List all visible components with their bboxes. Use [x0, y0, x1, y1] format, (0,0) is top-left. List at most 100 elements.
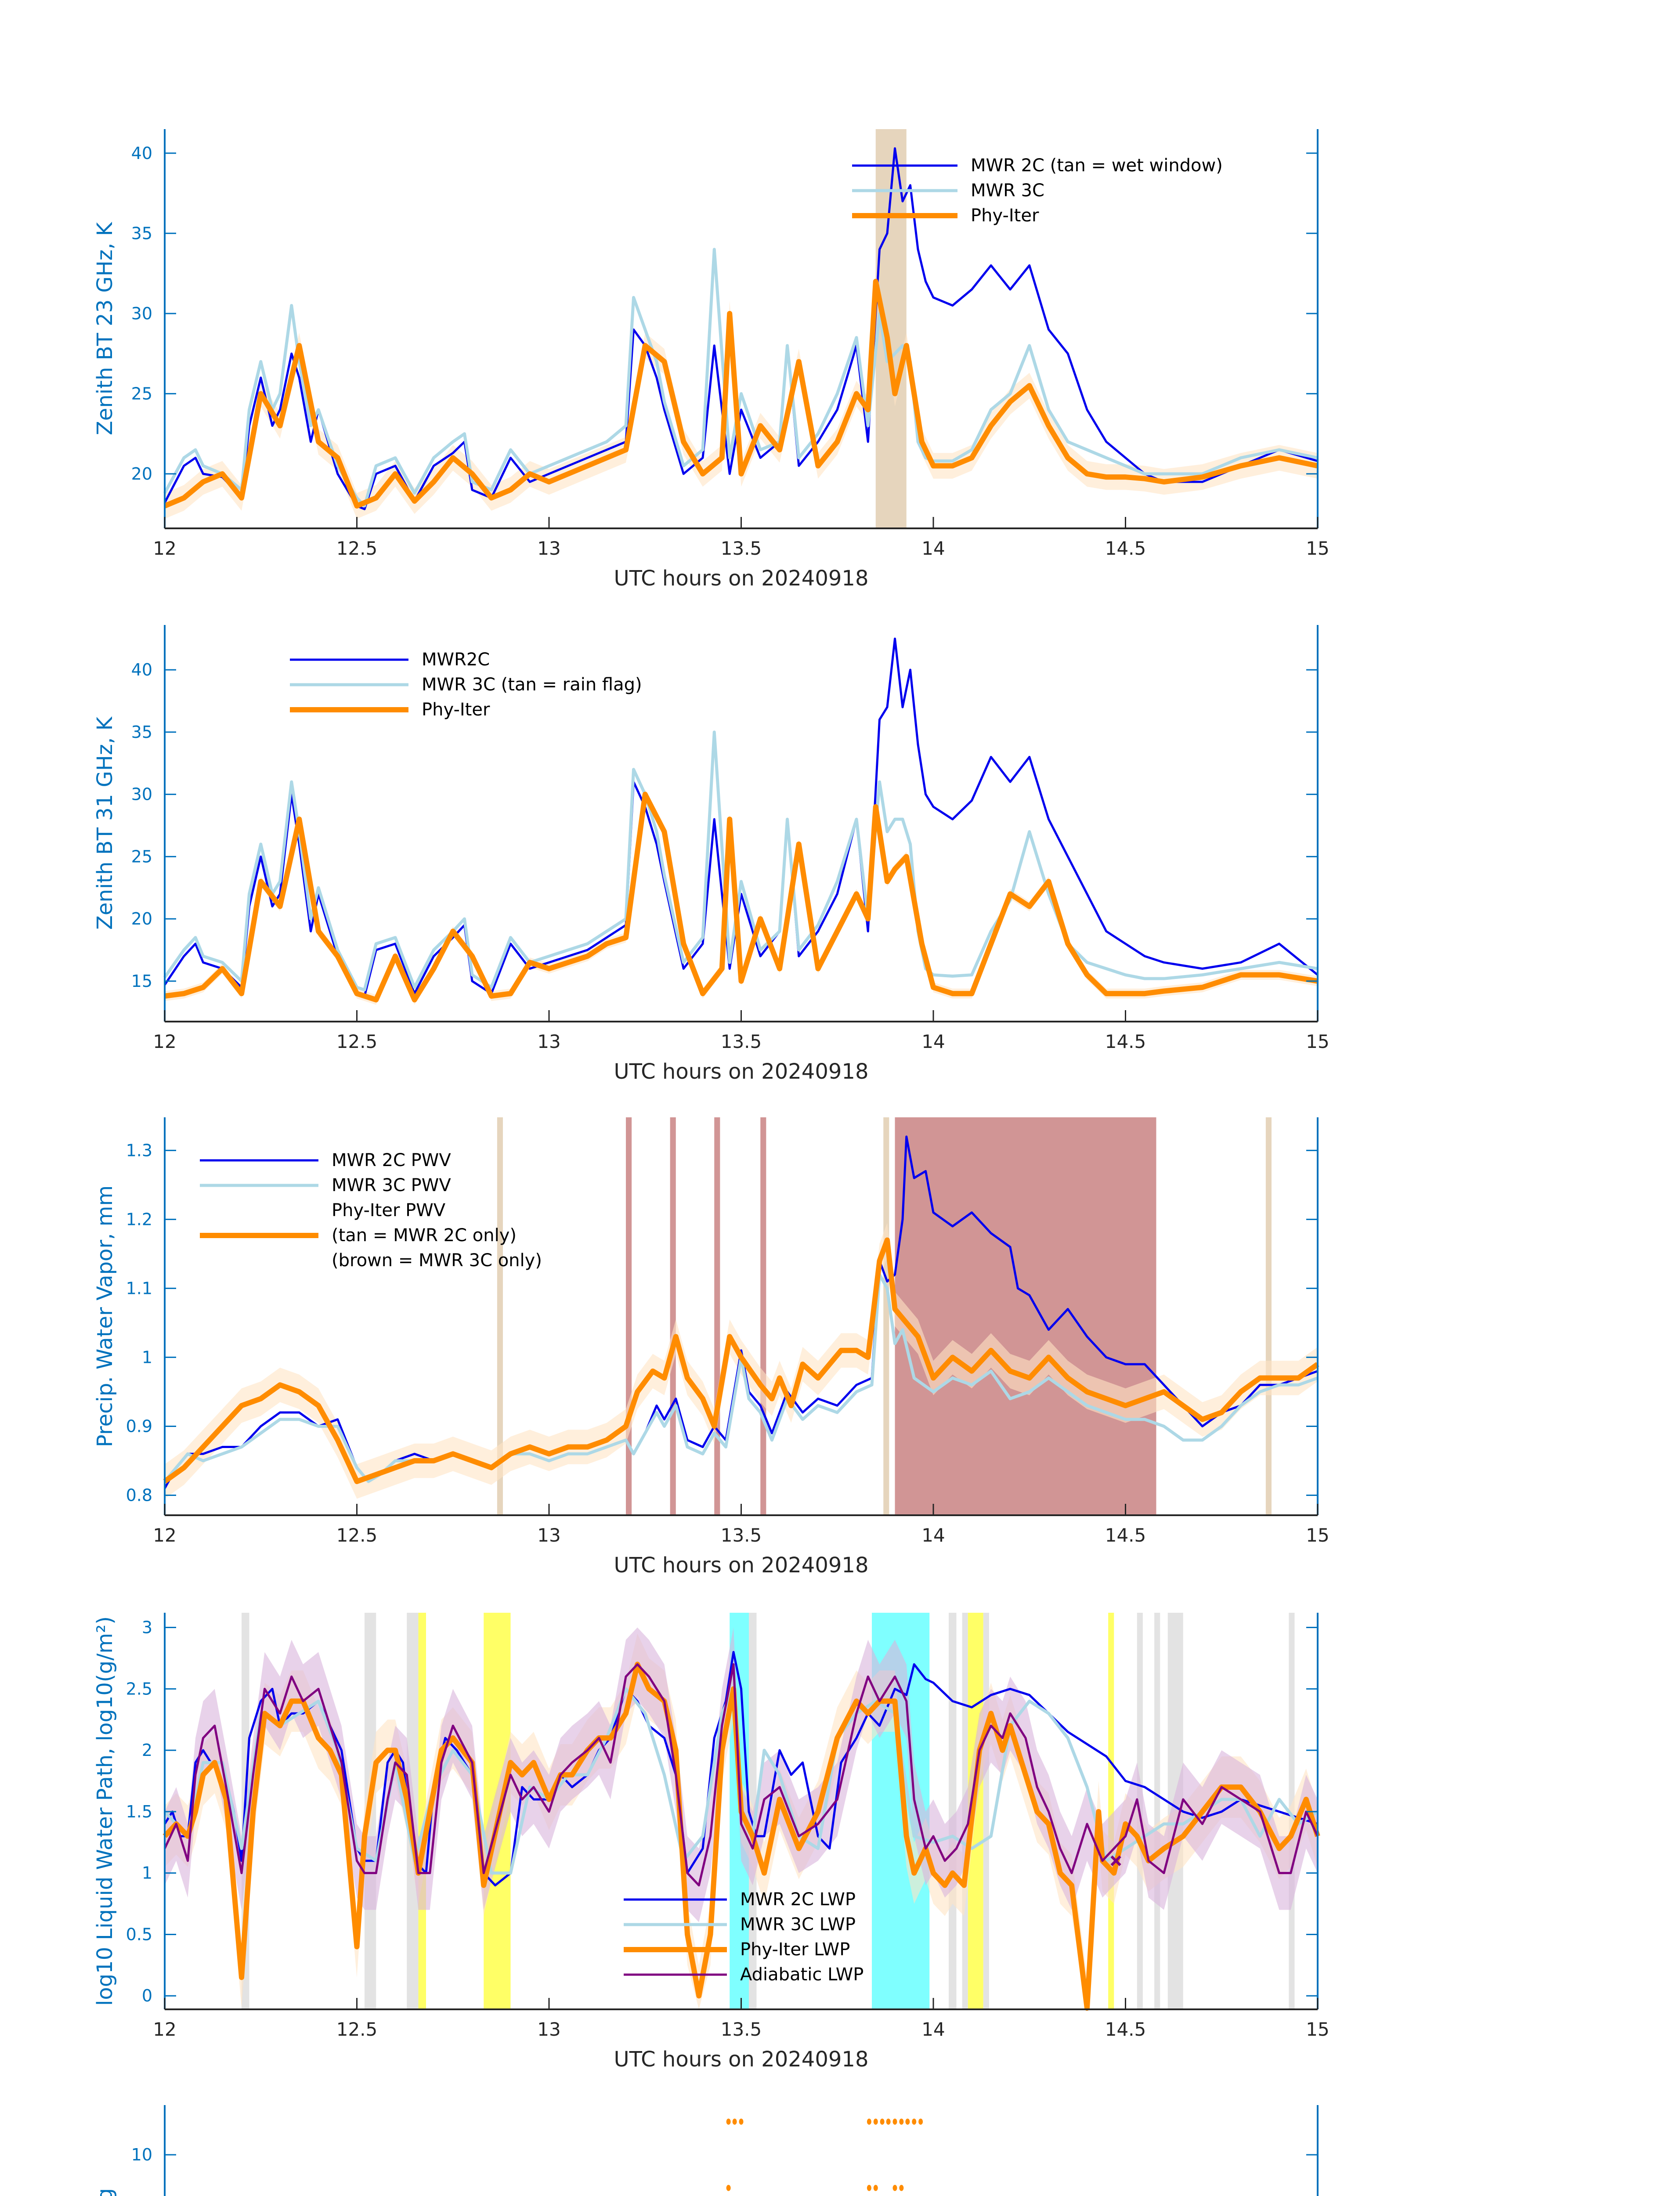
x-tick-label: 13.5	[721, 538, 762, 559]
marker-x	[1110, 1855, 1121, 1866]
x-tick-label: 13.5	[721, 1031, 762, 1052]
y-tick-label: 3	[142, 1618, 152, 1637]
shaded-window-yellow	[418, 1613, 426, 2009]
uncertainty-band-adiabatic	[165, 1627, 1318, 1922]
shaded-window-tan	[883, 1117, 889, 1515]
series-line-phy	[164, 791, 1318, 1003]
data-point-flag-11	[892, 2118, 897, 2125]
data-point-flag-11	[886, 2118, 891, 2125]
panel-bt23: 20 25 30 35 40 12 12.5 13 13.5 14 14.5 15 UTC hours …	[93, 129, 1330, 591]
panel-pwv: 0.8 0.9 1 1.1 1.2 1.3 12 12.5 13 13.5 14 14.5 15 UTC …	[93, 1117, 1330, 1578]
legend-label: MWR 2C PWV	[332, 1150, 451, 1170]
legend-label: Phy-Iter	[422, 700, 490, 720]
shaded-window-brown	[760, 1117, 766, 1515]
series-line-phy	[163, 278, 1319, 509]
y-tick-label: 10	[131, 2145, 152, 2164]
shaded-window-tan	[497, 1117, 503, 1515]
uncertainty-band-phy	[165, 789, 1318, 1005]
data-point-flag-9	[726, 2185, 731, 2191]
x-tick-label: 15	[1306, 1031, 1329, 1052]
y-tick-label: 40	[131, 144, 152, 163]
data-point-flag-11	[726, 2118, 731, 2125]
legend-label: (tan = MWR 2C only)	[332, 1225, 517, 1246]
series-line-adiabatic	[163, 1663, 1319, 1887]
shaded-window-yellow	[1108, 1613, 1114, 2009]
x-axis-title: UTC hours on 20240918	[614, 1553, 869, 1578]
data-point-flag-9	[892, 2185, 897, 2191]
shaded-window-grey	[949, 1613, 957, 2009]
y-axis-title: Zenith BT 31 GHz, K	[93, 716, 117, 930]
x-tick-label: 14	[921, 2019, 945, 2040]
series-line-phy	[163, 1661, 1320, 2011]
y-tick-label: 1.1	[126, 1279, 152, 1298]
legend-label: MWR 3C LWP	[740, 1914, 856, 1935]
legend-label: Phy-Iter	[971, 206, 1039, 226]
panel-bt31: 15 20 25 30 35 40 12 12.5 13 13.5 14 14.5 15 UTC hour…	[93, 625, 1330, 1084]
legend: MWR 2C PWV MWR 3C PWV Phy-Iter PWV (tan = M…	[200, 1150, 542, 1271]
y-axis-title: MWR Phy Iter DQ Flag	[93, 2188, 117, 2196]
data-point-flag-11	[732, 2118, 737, 2125]
y-tick-label: 1	[142, 1347, 152, 1367]
y-tick-label: 0	[142, 1986, 152, 2005]
legend: MWR 2C LWP MWR 3C LWP Phy-Iter LWP Adiabati…	[624, 1889, 863, 1985]
legend-label: MWR 2C (tan = wet window)	[971, 155, 1223, 176]
shaded-window-brown	[714, 1117, 720, 1515]
data-point-flag-11	[912, 2118, 917, 2125]
data-point-flag-11	[918, 2118, 923, 2125]
y-tick-label: 1.3	[126, 1141, 152, 1160]
x-tick-label: 14.5	[1105, 1524, 1146, 1546]
x-tick-label: 14.5	[1105, 2019, 1146, 2040]
x-tick-label: 14.5	[1105, 538, 1146, 559]
legend-label: MWR 3C	[971, 181, 1044, 201]
series-line-phy	[163, 1237, 1319, 1484]
x-tick-label: 12.5	[336, 538, 378, 559]
y-tick-label: 40	[131, 660, 152, 679]
legend-label: MWR 2C LWP	[740, 1889, 856, 1910]
x-tick-label: 15	[1306, 538, 1329, 559]
shaded-window-brown	[895, 1117, 1156, 1515]
y-tick-label: 1	[142, 1864, 152, 1883]
x-tick-label: 12	[153, 1031, 176, 1052]
y-tick-label: 25	[131, 384, 152, 403]
x-axis-title: UTC hours on 20240918	[614, 1059, 869, 1084]
legend-label: Phy-Iter LWP	[740, 1940, 850, 1960]
x-axis-title: UTC hours on 20240918	[614, 566, 869, 591]
x-tick-label: 13	[537, 2019, 560, 2040]
x-tick-label: 13	[537, 1524, 560, 1546]
data-point-flag-9	[867, 2185, 871, 2191]
shaded-window-brown	[626, 1117, 632, 1515]
x-tick-label: 13.5	[721, 1524, 762, 1546]
y-tick-label: 25	[131, 847, 152, 866]
y-tick-label: 30	[131, 304, 152, 323]
y-axis-title: log10 Liquid Water Path, log10(g/m²)	[93, 1616, 117, 2006]
legend: MWR2C MWR 3C (tan = rain flag) Phy-Iter	[290, 650, 642, 720]
x-tick-label: 15	[1306, 2019, 1329, 2040]
series-line-mwr3c	[163, 248, 1318, 508]
legend-label: Phy-Iter PWV	[332, 1200, 446, 1221]
x-tick-label: 15	[1306, 1524, 1329, 1546]
y-tick-label: 2.5	[126, 1679, 152, 1698]
x-tick-label: 13	[537, 538, 560, 559]
y-axis-title: Zenith BT 23 GHz, K	[93, 221, 117, 435]
y-tick-label: 1.2	[126, 1210, 152, 1229]
y-tick-label: 20	[131, 464, 152, 484]
legend-label: MWR 3C PWV	[332, 1175, 451, 1196]
legend: MWR 2C (tan = wet window) MWR 3C Phy-Iter	[852, 155, 1223, 226]
x-tick-label: 13.5	[721, 2019, 762, 2040]
series-line-mwr2c	[163, 637, 1319, 997]
data-point-flag-9	[899, 2185, 904, 2191]
x-tick-label: 14	[921, 1524, 945, 1546]
y-tick-label: 15	[131, 972, 152, 991]
marker-x-stroke	[1110, 1855, 1121, 1866]
legend-label: MWR 3C (tan = rain flag)	[422, 675, 642, 695]
y-tick-label: 2	[142, 1741, 152, 1760]
data-point-flag-11	[899, 2118, 904, 2125]
data-point-flag-11	[867, 2118, 871, 2125]
x-tick-label: 14	[921, 538, 945, 559]
x-tick-label: 13	[537, 1031, 560, 1052]
x-tick-label: 12.5	[336, 1524, 378, 1546]
x-tick-label: 12.5	[336, 1031, 378, 1052]
shaded-window-brown	[670, 1117, 676, 1515]
